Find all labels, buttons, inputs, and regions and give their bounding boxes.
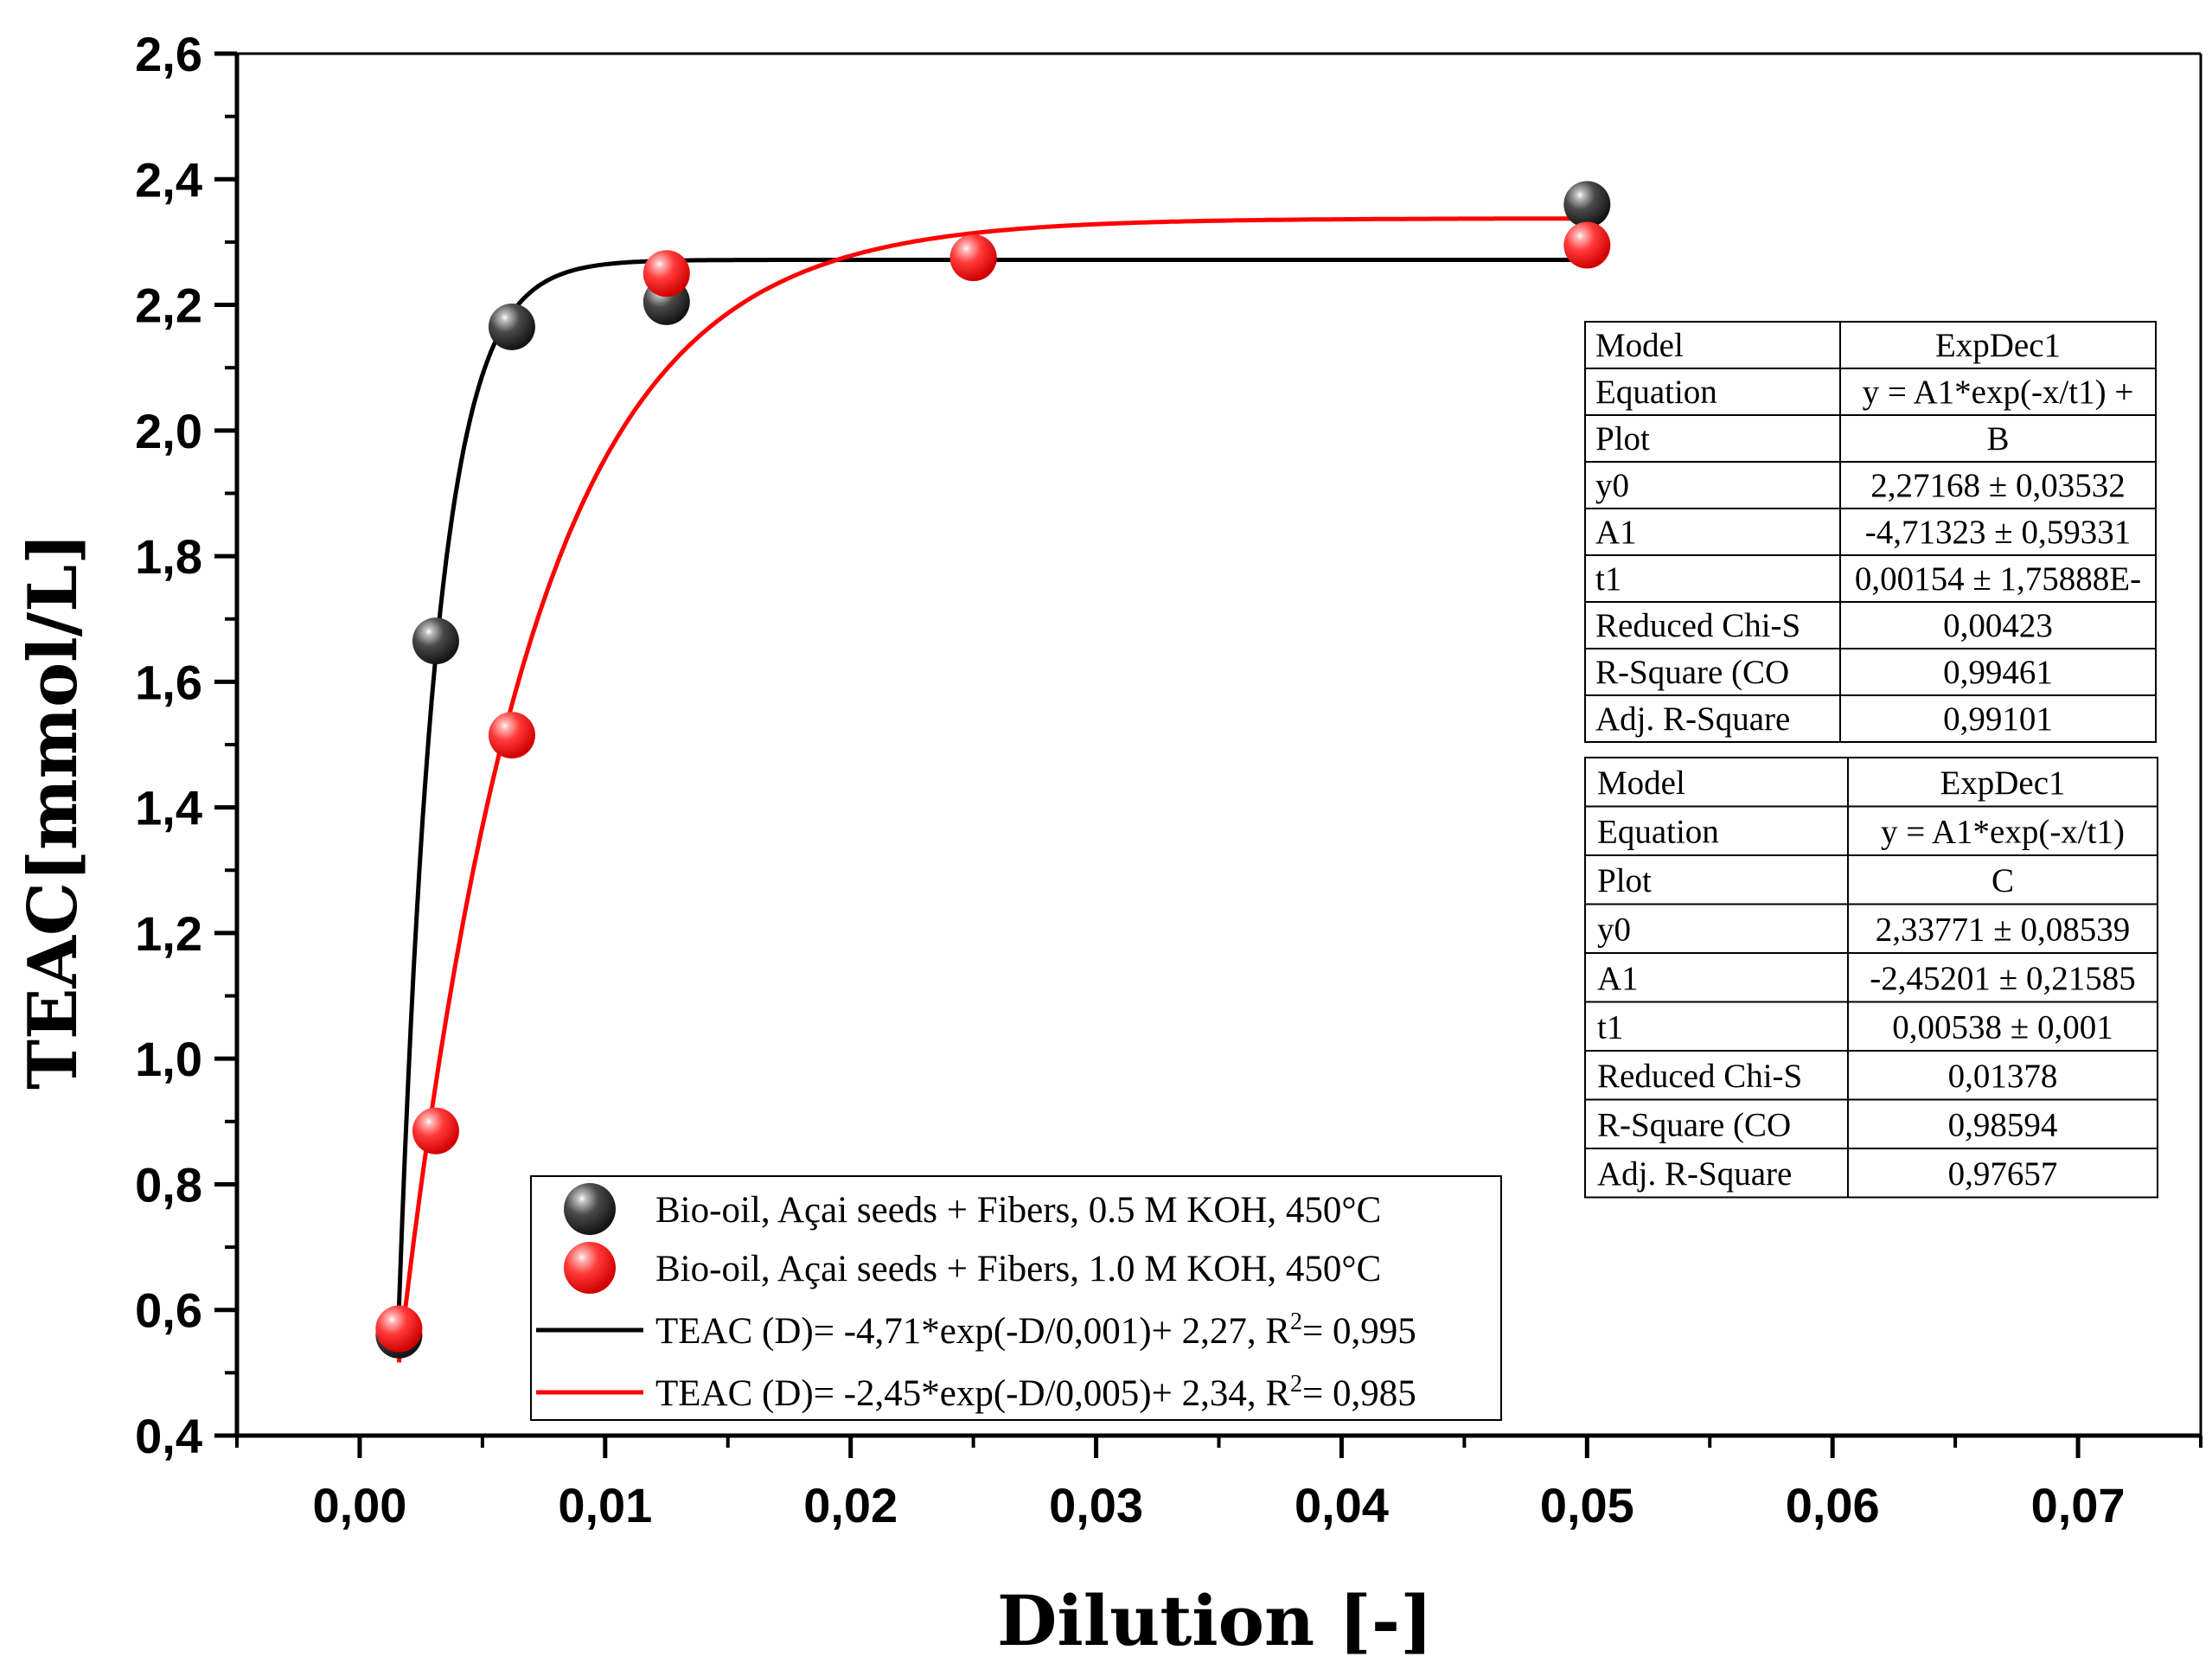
y-tick-label: 0,8 [135,1157,202,1212]
fit-table-value: 0,98594 [1948,1106,2058,1143]
legend-box [530,1175,1502,1421]
fit-table-label: Reduced Chi-S [1595,607,1800,644]
fit-table-value: y = A1*exp(-x/t1) [1881,813,2125,850]
data-point [1563,221,1611,269]
fit-table-value: -4,71323 ± 0,59331 [1865,514,2131,551]
y-tick-label: 2,6 [135,27,202,81]
y-tick-label: 2,0 [135,404,202,458]
fit-table-value: 0,00423 [1943,607,2053,644]
fit-table-label: Reduced Chi-S [1597,1058,1802,1095]
x-tick-label: 0,01 [558,1478,652,1532]
legend-label: Bio-oil, Açai seeds + Fibers, 1.0 M KOH,… [655,1249,1381,1289]
fit-table-value: 0,00154 ± 1,75888E- [1855,560,2141,598]
y-tick-label: 1,4 [135,781,202,835]
fit-table-frame [1584,757,2158,1199]
legend-label: Bio-oil, Açai seeds + Fibers, 0.5 M KOH,… [655,1190,1381,1231]
axes: 0,4 0,6 0,8 1,0 1,2 1,4 1,6 1,8 2,0 2,2 2,4 2,6 0,00… [135,27,2202,1532]
data-point [949,234,997,282]
fit-table-label: t1 [1595,560,1621,598]
fit-table-value: 0,99461 [1943,654,2053,691]
fit-table-label: Equation [1595,374,1717,411]
fit-table: Model ExpDec1 Equation y = A1*exp(-x/t1) Plo… [1584,757,2158,1199]
fit-parameter-tables: Model ExpDec1 Equation y = A1*exp(-x/t1) + P… [1584,321,2158,1199]
x-tick-label: 0,05 [1540,1478,1634,1532]
fit-table: Model ExpDec1 Equation y = A1*exp(-x/t1) + P… [1584,321,2157,743]
y-tick-label: 1,0 [135,1032,202,1086]
fit-table-label: R-Square (CO [1595,654,1789,691]
fit-curve [396,216,1588,1363]
legend-marker [564,1183,616,1235]
data-point [488,712,535,759]
x-tick-label: 0,03 [1049,1478,1143,1532]
data-points [375,181,1611,1359]
data-point [375,1305,423,1353]
fit-table-label: R-Square (CO [1597,1106,1791,1143]
data-point [488,303,535,350]
x-tick-label: 0,00 [312,1478,406,1532]
y-axis-title: TEAC[mmol/L] [14,533,93,1090]
fit-table-label: Model [1595,327,1684,364]
fit-table-label: Plot [1597,862,1652,899]
x-tick-label: 0,02 [803,1478,898,1532]
data-point [1563,181,1611,228]
fit-table-label: Model [1597,764,1685,802]
fit-table-label: Equation [1597,813,1719,850]
fit-table-label: A1 [1597,960,1639,997]
legend-label: TEAC (D)= -2,45*exp(-D/0,005)+ 2,34, R2=… [655,1371,1416,1414]
x-tick-label: 0,07 [2031,1478,2126,1532]
x-tick-label: 0,06 [1786,1478,1880,1532]
x-axis-title: Dilution [-] [997,1580,1433,1661]
fit-table-label: y0 [1597,911,1631,948]
fit-table-value: 0,00538 ± 0,001 [1892,1008,2113,1046]
y-tick-label: 2,4 [135,152,202,207]
fit-table-value: y = A1*exp(-x/t1) + [1863,374,2134,411]
fit-table-label: Adj. R-Square [1597,1155,1792,1193]
data-point [643,250,690,297]
y-tick-label: 1,8 [135,529,202,584]
fit-curve [396,258,1588,1308]
fit-table-value: 0,97657 [1948,1155,2058,1193]
fit-table-value: C [1991,862,2014,899]
fit-table-label: Plot [1595,420,1650,457]
y-tick-label: 1,2 [135,906,202,961]
fit-table-value: ExpDec1 [1935,327,2061,364]
fit-table-frame [1584,321,2157,743]
legend-marker [564,1242,616,1294]
fit-table-value: 2,27168 ± 0,03532 [1870,467,2125,504]
data-point [412,1107,459,1155]
fit-table-value: 0,01378 [1948,1058,2058,1095]
fit-table-label: t1 [1597,1008,1623,1046]
y-tick-label: 0,6 [135,1283,202,1338]
fit-table-value: B [1986,420,2009,457]
fit-table-value: ExpDec1 [1940,764,2065,802]
y-tick-label: 0,4 [135,1409,202,1463]
fit-table-value: 0,99101 [1943,700,2053,738]
fit-table-label: y0 [1595,467,1629,504]
legend: Bio-oil, Açai seeds + Fibers, 0.5 M KOH,… [530,1175,1502,1421]
x-tick-label: 0,04 [1295,1478,1389,1532]
fit-table-label: A1 [1595,514,1637,551]
data-point [412,617,459,665]
fit-table-label: Adj. R-Square [1595,700,1790,738]
y-tick-label: 1,6 [135,655,202,709]
fit-table-value: -2,45201 ± 0,21585 [1870,960,2135,997]
fit-table-value: 2,33771 ± 0,08539 [1876,911,2130,948]
y-tick-label: 2,2 [135,278,202,333]
legend-label: TEAC (D)= -4,71*exp(-D/0,001)+ 2,27, R2=… [655,1308,1416,1352]
